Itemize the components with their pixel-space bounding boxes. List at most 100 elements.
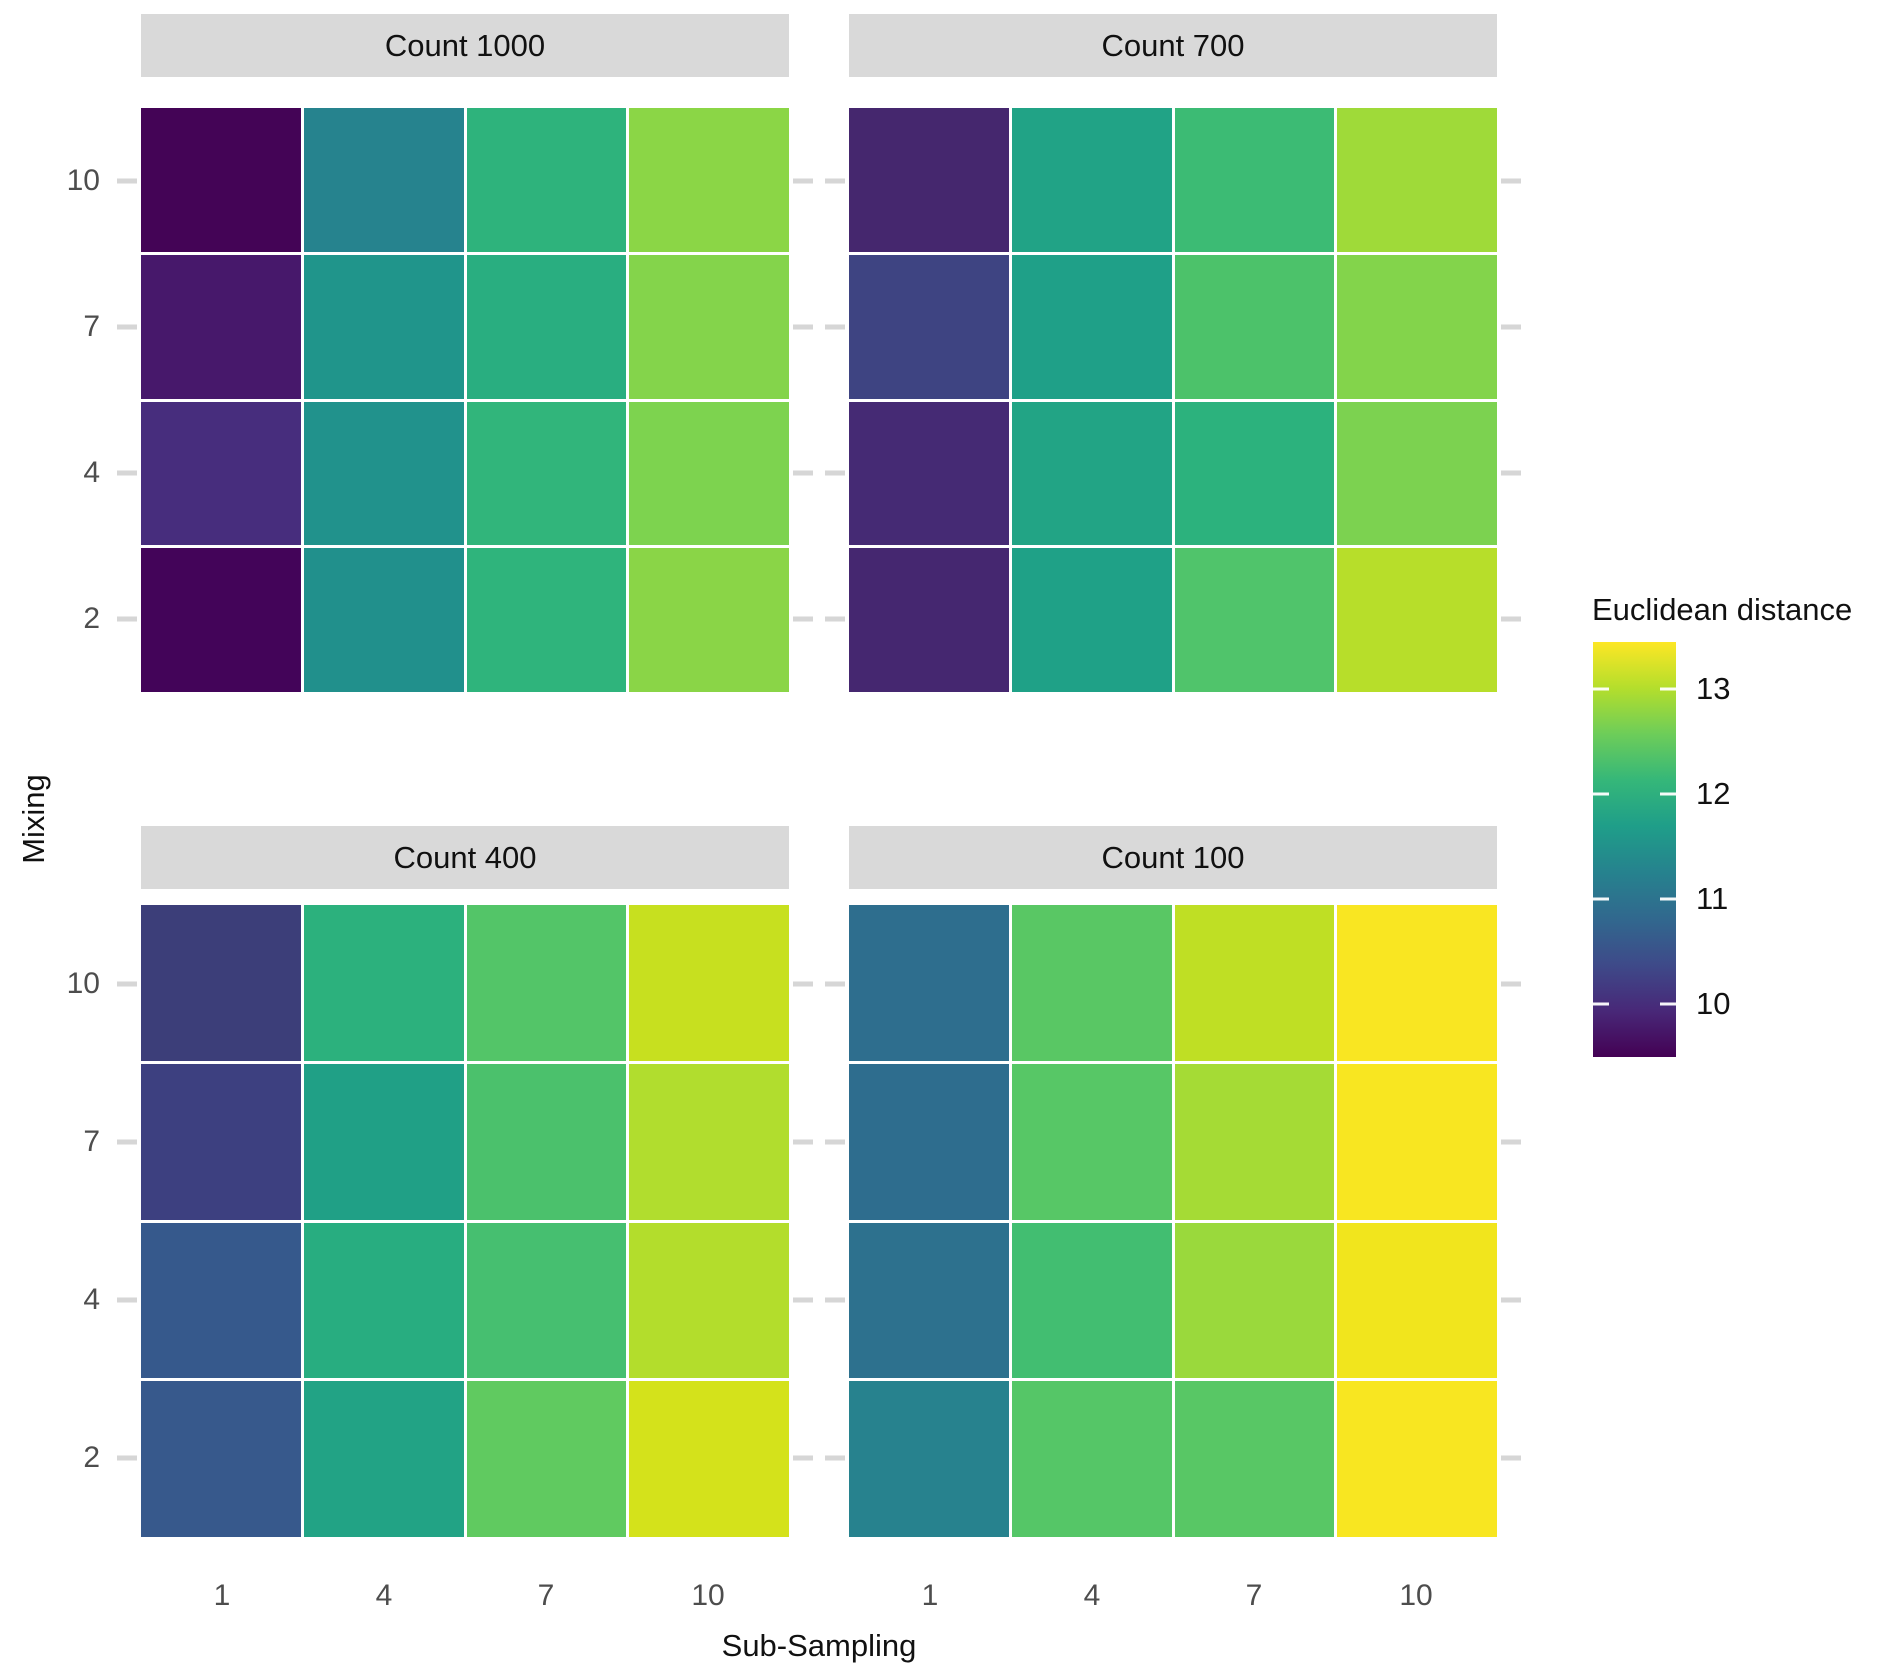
heatmap-cell	[303, 1063, 464, 1220]
y-axis-tick-mark	[793, 470, 813, 476]
heatmap-cell	[466, 401, 627, 546]
y-axis-tick-label: 2	[83, 602, 100, 635]
heatmap-cell	[1174, 548, 1335, 692]
heatmap-cell	[849, 548, 1009, 692]
y-axis-tick-mark	[825, 470, 845, 476]
heatmap-panel	[849, 108, 1497, 692]
y-axis-tick-label: 7	[83, 1125, 100, 1158]
heatmap-cell	[629, 401, 789, 546]
heatmap-cell	[1174, 108, 1335, 252]
facet-title: Count 400	[393, 839, 537, 875]
heatmap-cell	[849, 905, 1009, 1061]
heatmap-cell	[1337, 254, 1497, 399]
heatmap-cell	[303, 254, 464, 399]
facet-title: Count 100	[1101, 839, 1245, 875]
y-axis-tick-mark	[117, 1139, 137, 1145]
heatmap-cell	[141, 401, 301, 546]
heatmap-cell	[1337, 108, 1497, 252]
heatmap-cell	[1011, 401, 1172, 546]
heatmap-cell	[1174, 1222, 1335, 1379]
heatmap-cell	[303, 401, 464, 546]
heatmap-cell	[1337, 1222, 1497, 1379]
heatmap-cell	[466, 905, 627, 1061]
y-axis-tick-mark	[825, 616, 845, 622]
legend-tick-mark	[1593, 792, 1609, 796]
heatmap-cell	[466, 108, 627, 252]
y-axis-tick-mark	[117, 1297, 137, 1303]
heatmap-cell	[629, 254, 789, 399]
heatmap-cell	[849, 1222, 1009, 1379]
heatmap-panel	[849, 905, 1497, 1537]
heatmap-cell	[629, 108, 789, 252]
y-axis-tick-mark	[117, 616, 137, 622]
heatmap-cell	[141, 905, 301, 1061]
heatmap-cell	[1011, 108, 1172, 252]
heatmap-cell	[1337, 905, 1497, 1061]
heatmap-cell	[1174, 905, 1335, 1061]
y-axis-tick-mark	[825, 981, 845, 987]
facet-title: Count 700	[1101, 27, 1245, 63]
y-axis-tick-mark	[1501, 178, 1521, 184]
y-axis-tick-label: 4	[83, 456, 100, 489]
heatmap-cell	[141, 548, 301, 692]
y-axis-tick-mark	[825, 1297, 845, 1303]
heatmap-cell	[141, 1222, 301, 1379]
y-axis-tick-mark	[1501, 324, 1521, 330]
x-axis-tick-label: 1	[213, 1579, 231, 1612]
heatmap-cell	[1011, 1381, 1172, 1537]
heatmap-cell	[629, 905, 789, 1061]
heatmap-cell	[303, 108, 464, 252]
heatmap-cell	[1174, 1381, 1335, 1537]
y-axis-tick-label: 2	[83, 1441, 100, 1474]
facet-header: Count 700	[849, 14, 1497, 77]
x-axis-tick-label: 7	[1245, 1579, 1263, 1612]
legend-tick-mark	[1660, 792, 1676, 796]
legend-tick-mark	[1660, 897, 1676, 901]
legend-tick-mark	[1660, 1002, 1676, 1006]
heatmap-cell	[1337, 401, 1497, 546]
y-axis-tick-mark	[117, 981, 137, 987]
heatmap-cell	[849, 254, 1009, 399]
x-axis-tick-label: 10	[691, 1579, 725, 1612]
heatmap-cell	[466, 548, 627, 692]
heatmap-cell	[849, 1381, 1009, 1537]
heatmap-panel	[141, 905, 789, 1537]
heatmap-cell	[629, 548, 789, 692]
heatmap-cell	[303, 905, 464, 1061]
heatmap-cell	[1011, 254, 1172, 399]
heatmap-cell	[1011, 548, 1172, 692]
heatmap-cell	[141, 1381, 301, 1537]
y-axis-tick-mark	[117, 178, 137, 184]
legend-tick-mark	[1660, 687, 1676, 691]
y-axis-tick-mark	[793, 1297, 813, 1303]
y-axis-tick-mark	[1501, 981, 1521, 987]
y-axis-tick-mark	[793, 1455, 813, 1461]
y-axis-tick-label: 10	[66, 967, 100, 1000]
y-axis-tick-mark	[117, 1455, 137, 1461]
legend-tick-label: 12	[1696, 776, 1731, 812]
y-axis-tick-mark	[793, 981, 813, 987]
y-axis-tick-mark	[1501, 1455, 1521, 1461]
heatmap-cell	[1174, 254, 1335, 399]
y-axis-tick-mark	[825, 1139, 845, 1145]
heatmap-cell	[303, 1381, 464, 1537]
x-axis-title: Sub-Sampling	[721, 1628, 917, 1663]
legend-tick-mark	[1593, 897, 1609, 901]
legend-tick-mark	[1593, 1002, 1609, 1006]
y-axis-tick-mark	[825, 324, 845, 330]
y-axis-tick-mark	[1501, 616, 1521, 622]
x-axis-tick-label: 4	[1083, 1579, 1101, 1612]
heatmap-cell	[141, 254, 301, 399]
legend-tick-label: 13	[1696, 671, 1731, 707]
heatmap-cell	[141, 108, 301, 252]
y-axis-tick-label: 4	[83, 1283, 100, 1316]
heatmap-cell	[141, 1063, 301, 1220]
y-axis-tick-mark	[117, 324, 137, 330]
x-axis-tick-label: 10	[1399, 1579, 1433, 1612]
y-axis-tick-mark	[1501, 1139, 1521, 1145]
heatmap-cell	[849, 1063, 1009, 1220]
y-axis-tick-mark	[793, 616, 813, 622]
facet-header: Count 400	[141, 826, 789, 889]
y-axis-tick-mark	[825, 1455, 845, 1461]
